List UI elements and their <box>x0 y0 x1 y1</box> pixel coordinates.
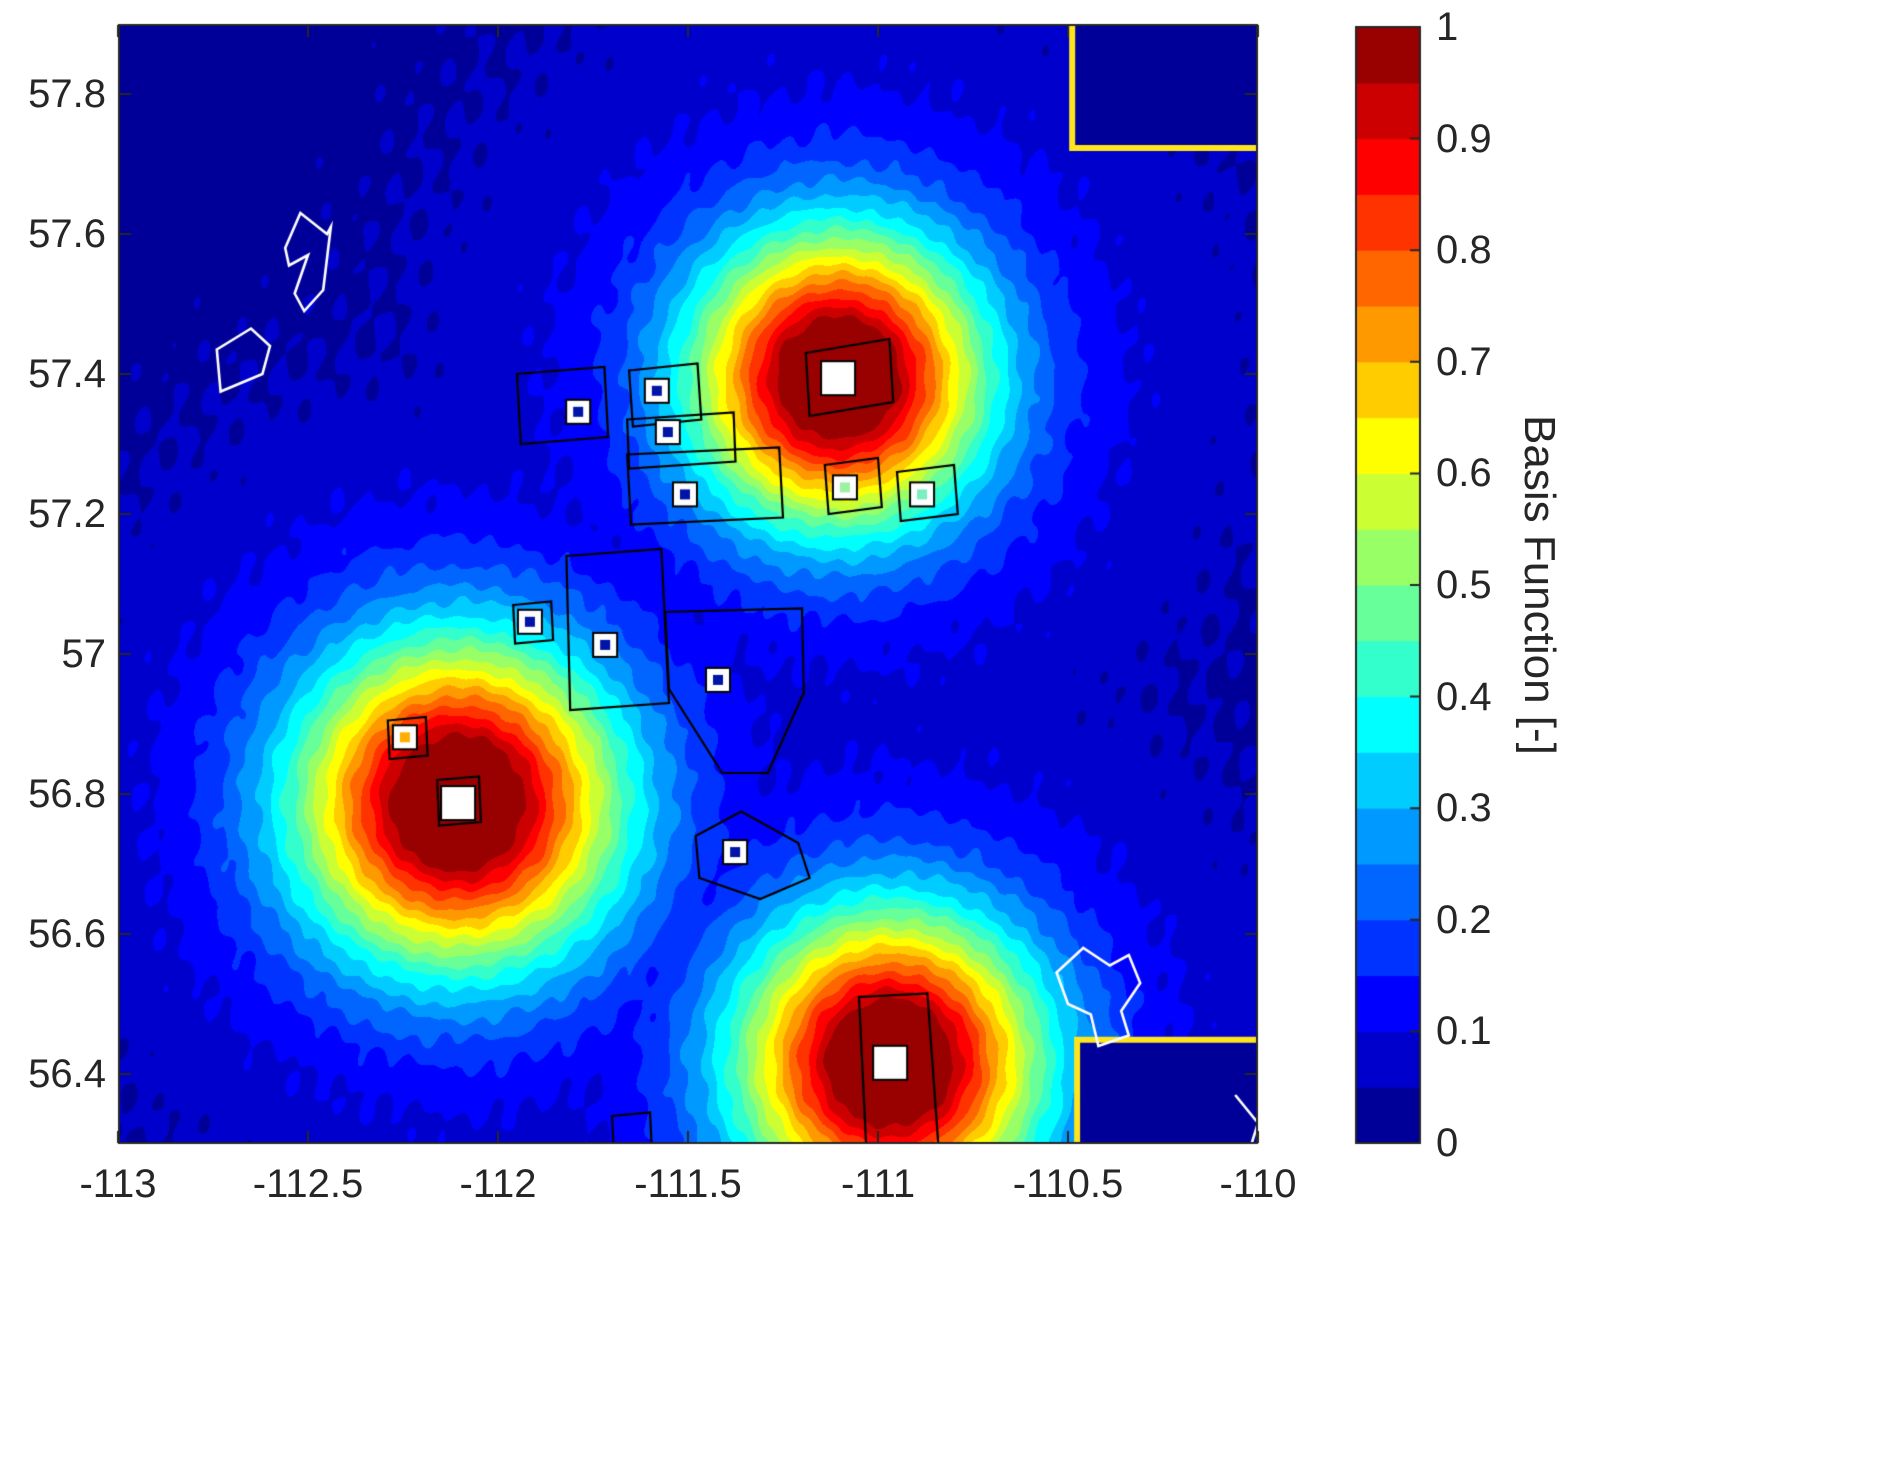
x-tick-label: -111 <box>840 1162 916 1206</box>
colorbar-tick-label: 0.6 <box>1436 451 1492 496</box>
y-tick-label: 57.2 <box>28 492 106 536</box>
colorbar-tick-label: 0.3 <box>1436 786 1492 831</box>
y-tick-label: 57.4 <box>28 352 106 396</box>
x-tick-label: -113 <box>79 1162 157 1206</box>
y-tick-label: 57 <box>61 632 107 676</box>
colorbar-tick-label: 0.8 <box>1436 228 1492 273</box>
y-tick-label: 56.8 <box>28 772 106 816</box>
colorbar-label: Basis Function [-] <box>1515 415 1564 755</box>
colorbar-tick-label: 0.9 <box>1436 116 1492 161</box>
colorbar-tick-label: 0.2 <box>1436 897 1492 942</box>
x-tick-label: -110 <box>1219 1162 1297 1206</box>
y-tick-label: 57.6 <box>28 212 106 256</box>
colorbar-tick-label: 1 <box>1436 5 1459 49</box>
colorbar-tick-label: 0 <box>1436 1121 1459 1165</box>
colorbar-tick-label: 0.7 <box>1436 339 1492 384</box>
x-tick-label: -112.5 <box>252 1162 364 1206</box>
x-tick-label: -110.5 <box>1012 1162 1124 1206</box>
y-tick-label: 56.4 <box>28 1052 106 1096</box>
y-tick-label: 56.6 <box>28 912 106 956</box>
x-tick-label: -112 <box>459 1162 537 1206</box>
colorbar-tick-label: 0.5 <box>1436 563 1492 607</box>
x-tick-label: -111.5 <box>634 1162 742 1206</box>
colorbar-tick-label: 0.4 <box>1436 674 1492 719</box>
y-tick-label: 57.8 <box>28 72 106 116</box>
colorbar-tick-label: 0.1 <box>1436 1009 1492 1054</box>
